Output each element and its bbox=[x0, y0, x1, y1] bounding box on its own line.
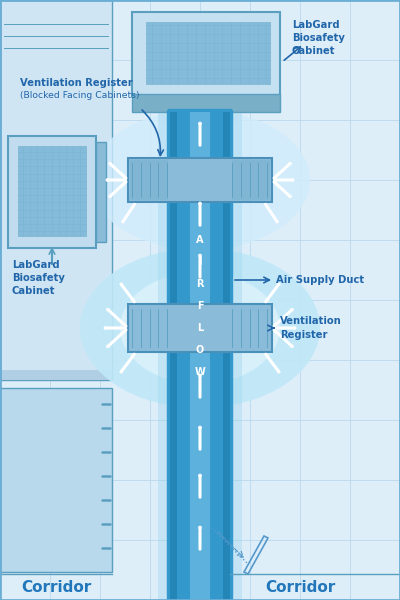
Ellipse shape bbox=[80, 248, 320, 408]
FancyBboxPatch shape bbox=[96, 142, 106, 242]
Text: F: F bbox=[197, 301, 203, 311]
Text: O: O bbox=[196, 345, 204, 355]
FancyBboxPatch shape bbox=[132, 94, 280, 112]
FancyBboxPatch shape bbox=[0, 370, 112, 380]
FancyBboxPatch shape bbox=[223, 112, 230, 600]
Text: Air Supply Duct: Air Supply Duct bbox=[276, 275, 364, 285]
FancyBboxPatch shape bbox=[232, 160, 270, 200]
FancyBboxPatch shape bbox=[128, 158, 272, 202]
FancyBboxPatch shape bbox=[132, 12, 280, 96]
Text: L: L bbox=[197, 323, 203, 333]
Text: I: I bbox=[198, 257, 202, 267]
FancyBboxPatch shape bbox=[158, 106, 242, 600]
FancyBboxPatch shape bbox=[167, 109, 233, 600]
FancyBboxPatch shape bbox=[8, 136, 96, 248]
Text: A: A bbox=[196, 235, 204, 245]
FancyBboxPatch shape bbox=[170, 112, 177, 600]
Text: LabGard
Biosafety
Cabinet: LabGard Biosafety Cabinet bbox=[12, 260, 65, 296]
Text: R: R bbox=[196, 279, 204, 289]
Text: Corridor: Corridor bbox=[265, 581, 335, 595]
Text: Ventilation Register: Ventilation Register bbox=[20, 78, 133, 88]
Ellipse shape bbox=[120, 272, 280, 384]
Text: (Blocked Facing Cabinets): (Blocked Facing Cabinets) bbox=[20, 91, 140, 100]
FancyBboxPatch shape bbox=[0, 0, 112, 380]
Ellipse shape bbox=[90, 110, 310, 250]
FancyBboxPatch shape bbox=[190, 112, 210, 600]
Text: Ventilation
Register: Ventilation Register bbox=[280, 316, 342, 340]
FancyBboxPatch shape bbox=[18, 146, 86, 236]
FancyBboxPatch shape bbox=[0, 388, 112, 572]
FancyBboxPatch shape bbox=[128, 304, 272, 352]
Text: W: W bbox=[195, 367, 205, 377]
Text: LabGard
Biosafety
Cabinet: LabGard Biosafety Cabinet bbox=[292, 20, 345, 56]
Text: Corridor: Corridor bbox=[21, 581, 91, 595]
FancyBboxPatch shape bbox=[130, 160, 168, 200]
FancyBboxPatch shape bbox=[146, 22, 270, 84]
